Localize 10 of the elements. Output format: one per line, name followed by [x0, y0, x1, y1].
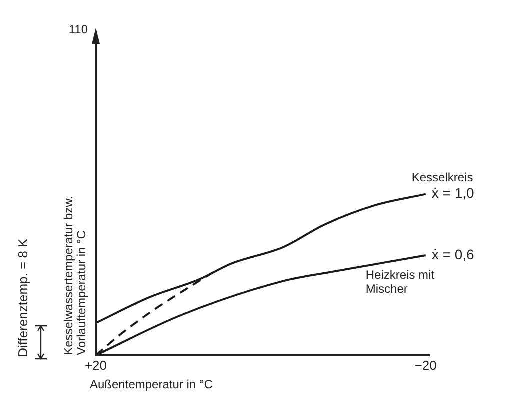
- x-axis-title: Außentemperatur in °C: [90, 378, 214, 392]
- x-tick-label: +20: [84, 358, 108, 373]
- annotation: ẋ = 0,6: [432, 246, 475, 262]
- annotation: ẋ = 1,0: [432, 185, 475, 202]
- text: Differenztemp. = 8 K: [16, 238, 31, 358]
- text: 110: [68, 22, 88, 36]
- y-axis-title: Kesselwassertemperatur bzw. Vorlauftemperatur in °C: [61, 196, 88, 356]
- series-label: Heizkreis mit Mischer: [366, 268, 436, 296]
- x-tick-label: −20: [414, 358, 437, 373]
- series-label: Kesselkreis: [412, 170, 474, 185]
